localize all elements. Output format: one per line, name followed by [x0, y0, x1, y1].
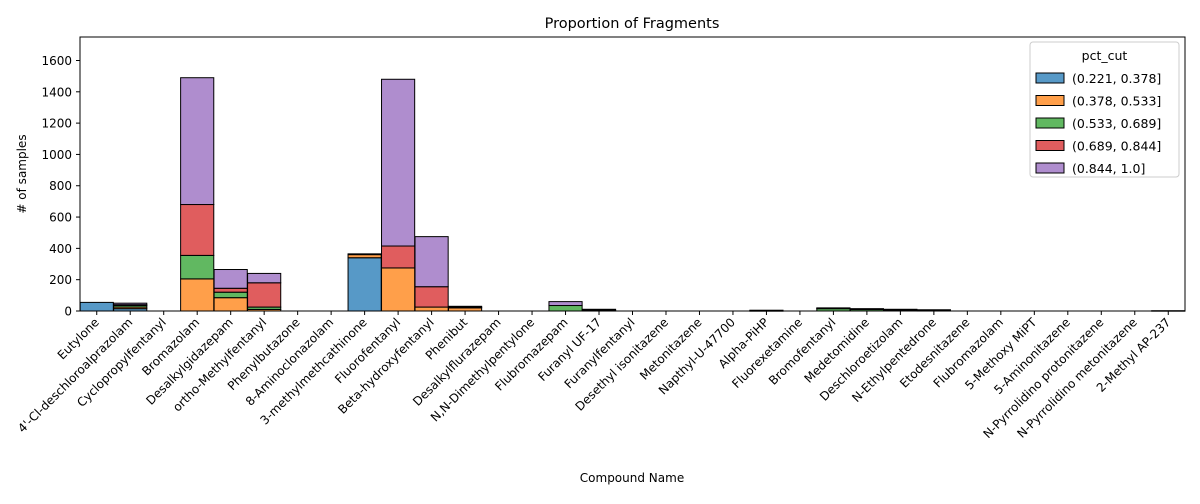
bar-segment: [180, 278, 215, 312]
x-axis-ticks: Eutylone4'-Cl-deschloroalprazolamCyclopr…: [15, 311, 1173, 441]
y-axis-ticks: 0 200 400 600 800 1000 1200 1400 1600: [41, 54, 80, 319]
legend-label: (0.689, 0.844]: [1072, 139, 1161, 154]
bar-segment: [347, 257, 382, 312]
bar-segment: [581, 308, 617, 311]
bar-segment: [79, 301, 114, 312]
legend-swatch: [1035, 72, 1065, 84]
y-tick-label: 1400: [41, 85, 72, 99]
bar-segment: [448, 305, 483, 308]
plot-frame: [79, 36, 1186, 312]
bar-segment: [180, 77, 215, 206]
y-tick-label: 1600: [41, 54, 72, 68]
bar-segment: [414, 236, 449, 288]
legend-swatch: [1035, 117, 1065, 129]
legend-items: (0.221, 0.378] (0.378, 0.533] (0.533, 0.68…: [1035, 71, 1161, 176]
bar-segment: [883, 308, 918, 311]
y-tick-label: 1200: [41, 117, 72, 131]
bar-segment: [381, 78, 416, 247]
bar-segment: [213, 291, 248, 299]
bars-layer: [79, 77, 1186, 312]
y-axis-title: # of samples: [15, 134, 29, 213]
bar-segment: [113, 302, 148, 306]
bar-segment: [816, 307, 851, 309]
legend-label: (0.844, 1.0]: [1072, 161, 1145, 176]
bar-segment: [347, 253, 382, 256]
bar-segment: [414, 286, 449, 308]
bar-segment: [916, 309, 951, 311]
bar-segment: [213, 287, 248, 293]
bar-segment: [247, 272, 282, 284]
y-tick-label: 800: [49, 179, 72, 193]
bar-segment: [381, 245, 416, 269]
bar-segment: [213, 269, 248, 289]
legend-label: (0.378, 0.533]: [1072, 94, 1161, 109]
y-tick-label: 1000: [41, 148, 72, 162]
bar-segment: [849, 308, 884, 310]
legend-box: [1029, 41, 1180, 178]
bar-segment: [548, 301, 583, 307]
legend-swatch: [1035, 140, 1065, 151]
legend-swatch: [1035, 162, 1065, 174]
x-axis-title: Compound Name: [580, 471, 684, 485]
legend: pct_cut (0.221, 0.378] (0.378, 0.533] (0.5…: [1029, 41, 1180, 178]
legend-label: (0.533, 0.689]: [1072, 116, 1161, 131]
chart-title: Proportion of Fragments: [545, 16, 720, 32]
y-tick-label: 600: [49, 211, 72, 225]
bar-segment: [180, 254, 215, 280]
bar-segment: [180, 204, 215, 256]
bar-segment: [381, 267, 416, 312]
legend-title: pct_cut: [1082, 48, 1128, 63]
bar-segment: [548, 305, 583, 312]
y-tick-label: 400: [49, 242, 72, 256]
y-tick-label: 200: [49, 273, 72, 287]
legend-label: (0.221, 0.378]: [1072, 71, 1161, 86]
bar-segment: [414, 306, 449, 312]
bar-segment: [247, 282, 282, 308]
bar-segment: [213, 297, 248, 312]
y-tick-label: 0: [64, 305, 72, 319]
legend-swatch: [1035, 95, 1065, 106]
